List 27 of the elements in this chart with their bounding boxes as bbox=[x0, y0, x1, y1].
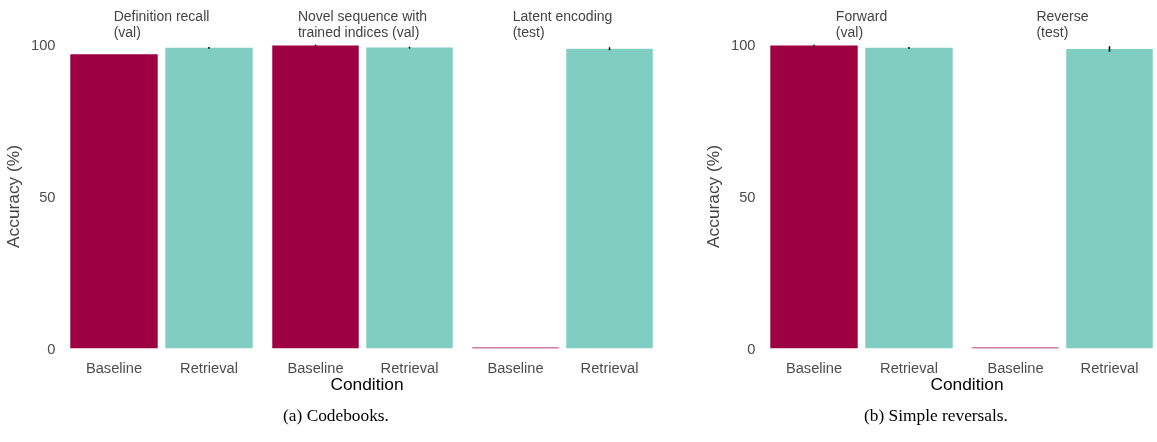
chart-title: Latent encoding (test) bbox=[512, 7, 613, 40]
x-tick-label: Retrieval bbox=[1080, 359, 1139, 376]
x-tick-label: Baseline bbox=[987, 359, 1044, 376]
chart-title: Novel sequence with trained indices (val) bbox=[297, 7, 428, 40]
x-tick-label: Retrieval bbox=[580, 359, 639, 376]
y-tick-label: 0 bbox=[747, 340, 756, 357]
chart-title: Definition recall (val) bbox=[113, 7, 210, 40]
text: (b) Simple reversals. bbox=[864, 405, 1008, 427]
x-tick-label: Baseline bbox=[785, 359, 843, 376]
x-axis-title: Condition bbox=[330, 373, 404, 396]
x-tick-label: Baseline bbox=[287, 359, 344, 376]
y-tick-label: 0 bbox=[47, 340, 56, 357]
chart-title: Reverse (test) bbox=[1036, 7, 1089, 40]
x-tick-label: Retrieval bbox=[380, 359, 439, 376]
y-tick-label: 50 bbox=[739, 188, 756, 205]
chart-title: Forward (val) bbox=[835, 7, 888, 40]
text: (a) Codebooks. bbox=[283, 405, 389, 427]
y-tick-label: 50 bbox=[39, 188, 56, 205]
y-axis-title: Accuracy (%) bbox=[3, 144, 24, 249]
x-tick-label: Baseline bbox=[85, 359, 143, 376]
y-tick-label: 100 bbox=[731, 36, 756, 53]
x-axis-title: Condition bbox=[930, 373, 1004, 396]
y-tick-label: 100 bbox=[31, 36, 56, 53]
x-tick-label: Retrieval bbox=[180, 359, 238, 376]
y-axis-title: Accuracy (%) bbox=[703, 144, 724, 249]
x-tick-label: Retrieval bbox=[880, 359, 938, 376]
x-tick-label: Baseline bbox=[487, 359, 544, 376]
